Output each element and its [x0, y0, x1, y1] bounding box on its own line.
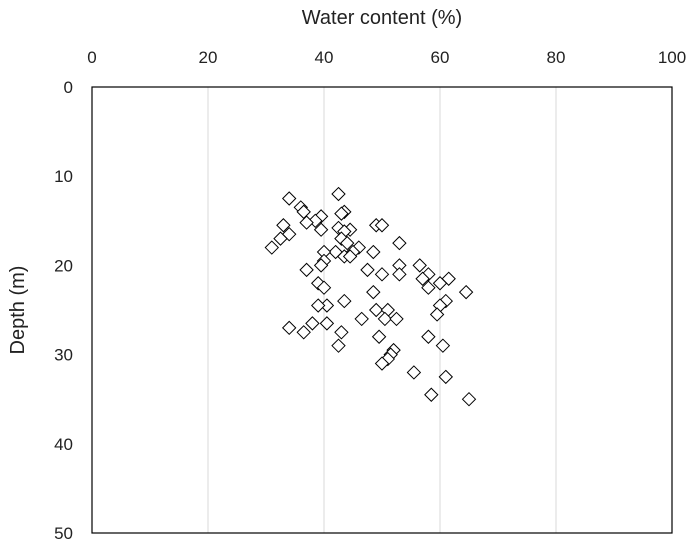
- data-point: [310, 298, 326, 313]
- x-tick-label: 80: [547, 48, 566, 67]
- y-tick-label: 30: [54, 346, 73, 365]
- data-point: [374, 267, 390, 282]
- data-point: [331, 338, 346, 353]
- data-point: [319, 316, 335, 331]
- data-point: [435, 338, 451, 353]
- y-tick-label: 50: [54, 524, 73, 543]
- data-point: [421, 329, 436, 344]
- y-tick-label: 40: [54, 435, 73, 454]
- data-point: [339, 235, 355, 251]
- data-point: [392, 267, 407, 282]
- data-point: [305, 316, 320, 331]
- data-point: [331, 186, 346, 202]
- y-tick-label: 10: [54, 167, 73, 186]
- data-point: [313, 258, 329, 273]
- data-point: [276, 218, 291, 233]
- data-point: [438, 369, 454, 385]
- data-point: [461, 391, 477, 407]
- x-axis-ticks: 0 20 40 60 80 100: [87, 48, 686, 67]
- data-point: [337, 293, 352, 309]
- y-axis-title: Depth (m): [7, 266, 29, 355]
- y-axis-ticks: 0 10 20 30 40 50: [54, 78, 73, 543]
- data-point: [281, 320, 297, 336]
- data-point: [389, 311, 404, 327]
- data-point: [377, 311, 393, 327]
- data-points: [264, 186, 477, 407]
- data-point: [313, 222, 329, 237]
- data-point: [415, 271, 430, 286]
- plot-area-frame: [91, 86, 673, 534]
- data-point: [360, 262, 375, 278]
- data-point: [392, 235, 407, 251]
- x-tick-label: 0: [87, 48, 96, 67]
- data-point: [281, 191, 297, 206]
- data-point: [421, 280, 436, 295]
- data-point: [429, 307, 445, 322]
- data-point: [354, 311, 369, 327]
- x-tick-label: 40: [315, 48, 334, 67]
- data-point: [273, 231, 288, 246]
- data-point: [458, 284, 474, 300]
- y-tick-label: 0: [64, 78, 73, 97]
- x-tick-label: 20: [199, 48, 218, 67]
- data-point: [334, 206, 349, 221]
- data-point: [334, 325, 349, 340]
- data-point: [264, 240, 280, 255]
- data-point: [374, 356, 390, 371]
- data-point: [432, 276, 448, 291]
- data-point: [299, 215, 314, 230]
- x-tick-label: 60: [431, 48, 450, 67]
- data-point: [368, 302, 384, 318]
- x-tick-label: 100: [658, 48, 686, 67]
- data-point: [371, 329, 387, 344]
- data-point: [316, 280, 332, 295]
- data-point: [412, 258, 427, 273]
- data-point: [296, 325, 311, 340]
- data-point: [299, 262, 314, 278]
- data-point: [342, 249, 358, 264]
- y-tick-label: 20: [54, 256, 73, 275]
- data-point: [424, 387, 439, 402]
- data-point: [366, 244, 381, 260]
- data-point: [406, 365, 422, 380]
- data-point: [374, 218, 390, 233]
- x-axis-title: Water content (%): [302, 7, 462, 29]
- data-point: [366, 284, 381, 300]
